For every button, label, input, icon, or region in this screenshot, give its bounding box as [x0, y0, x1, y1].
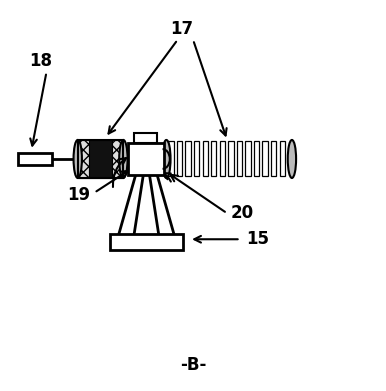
Bar — [254, 142, 259, 176]
Bar — [134, 133, 157, 143]
Bar — [237, 142, 242, 176]
Bar — [194, 142, 199, 176]
Bar — [89, 140, 112, 178]
Bar — [168, 142, 174, 176]
Ellipse shape — [162, 140, 171, 178]
Bar — [203, 142, 208, 176]
Bar — [78, 140, 89, 178]
Bar — [228, 142, 234, 176]
Ellipse shape — [119, 140, 127, 178]
Bar — [128, 143, 164, 174]
Bar — [18, 153, 52, 165]
Bar — [211, 142, 217, 176]
Bar — [185, 142, 191, 176]
Bar — [220, 142, 225, 176]
Bar — [78, 140, 124, 178]
Bar — [110, 233, 183, 249]
Bar — [271, 142, 276, 176]
Text: 17: 17 — [170, 20, 193, 38]
Text: 20: 20 — [231, 204, 254, 222]
Bar — [262, 142, 268, 176]
Ellipse shape — [74, 140, 82, 178]
Bar — [177, 142, 182, 176]
Text: -B-: -B- — [180, 356, 206, 374]
Text: 15: 15 — [246, 230, 269, 248]
Text: 18: 18 — [29, 52, 52, 70]
Bar — [245, 142, 251, 176]
Text: 19: 19 — [67, 187, 90, 204]
Bar — [112, 140, 124, 178]
Ellipse shape — [288, 140, 296, 178]
Bar — [279, 142, 285, 176]
